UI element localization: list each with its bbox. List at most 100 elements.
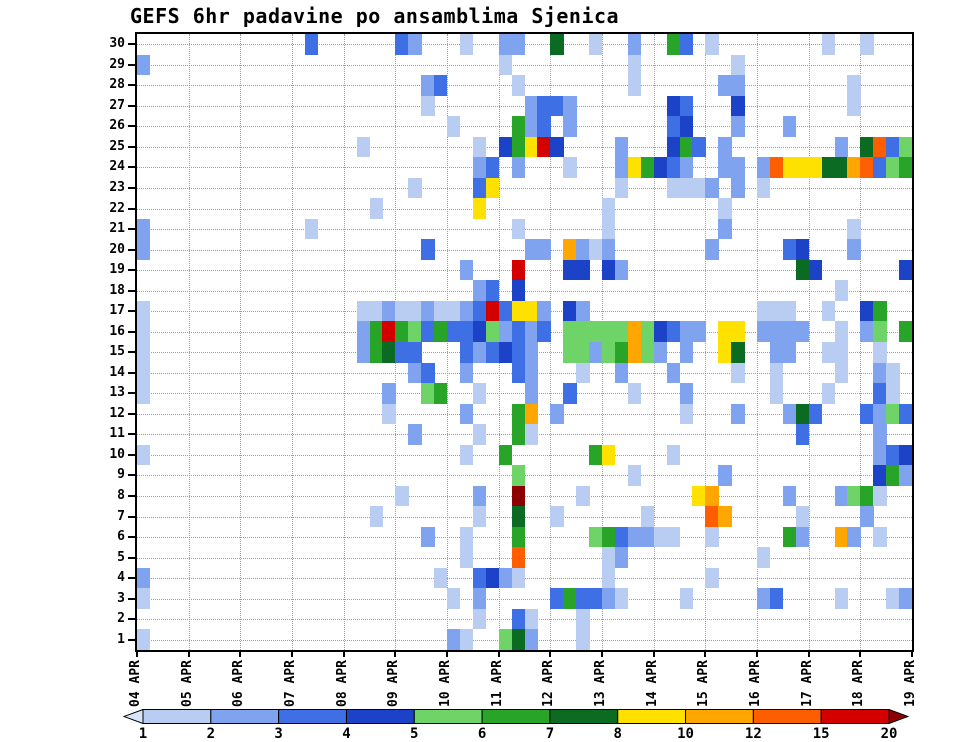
- heatmap-cell: [873, 485, 887, 507]
- heatmap-cell: [589, 588, 603, 609]
- x-tick-label: 14 APR: [644, 660, 660, 707]
- heatmap-cell: [563, 95, 577, 117]
- heatmap-cell: [576, 485, 590, 507]
- heatmap-cell: [524, 362, 538, 384]
- heatmap-cell: [421, 95, 435, 117]
- heatmap-cell: [718, 157, 732, 178]
- y-tick-label: 1: [117, 631, 125, 647]
- heatmap-cell: [679, 34, 693, 55]
- heatmap-cell: [821, 300, 835, 322]
- heatmap-cell: [899, 444, 913, 466]
- heatmap-cell: [447, 588, 461, 609]
- heatmap-cell: [137, 444, 151, 466]
- heatmap-cell: [524, 116, 538, 137]
- heatmap-cell: [860, 34, 874, 55]
- heatmap-cell: [511, 362, 525, 384]
- heatmap-cell: [834, 342, 848, 363]
- heatmap-cell: [808, 403, 823, 425]
- heatmap-cell: [705, 485, 719, 507]
- heatmap-cell: [537, 239, 551, 260]
- heatmap-cell: [524, 342, 538, 363]
- heatmap-cell: [511, 342, 525, 363]
- heatmap-cell: [627, 383, 642, 404]
- y-tick-label: 6: [117, 529, 125, 545]
- heatmap-cell: [873, 383, 887, 404]
- heatmap-cell: [472, 424, 487, 445]
- heatmap-cell: [356, 321, 370, 342]
- heatmap-cell: [137, 54, 151, 76]
- heatmap-cell: [369, 506, 383, 527]
- y-tick-label: 21: [109, 221, 125, 237]
- heatmap-cell: [679, 342, 693, 363]
- heatmap-cell: [666, 321, 680, 342]
- heatmap-cell: [485, 280, 500, 301]
- heatmap-cell: [459, 547, 474, 568]
- heatmap-cell: [860, 136, 874, 158]
- heatmap-cell: [576, 259, 590, 281]
- heatmap-cell: [782, 526, 797, 548]
- x-axis-tick: [394, 650, 397, 657]
- heatmap-cell: [731, 157, 745, 178]
- heatmap-cell: [511, 424, 525, 445]
- heatmap-cell: [369, 300, 383, 322]
- heatmap-cell: [873, 157, 887, 178]
- heatmap-cell: [782, 321, 797, 342]
- heatmap-cell: [614, 588, 629, 609]
- heatmap-cell: [821, 157, 835, 178]
- legend-tick-label: 20: [880, 726, 898, 742]
- heatmap-cell: [382, 403, 396, 425]
- x-axis-tick: [136, 650, 138, 657]
- heatmap-cell: [472, 342, 487, 363]
- y-axis-tick: [128, 289, 135, 292]
- heatmap-cell: [524, 424, 538, 445]
- heatmap-cell: [873, 300, 887, 322]
- gridline-vertical: [550, 34, 552, 650]
- heatmap-cell: [524, 608, 538, 630]
- y-tick-label: 27: [109, 97, 125, 113]
- heatmap-cell: [769, 321, 784, 342]
- heatmap-cell: [563, 588, 577, 609]
- heatmap-cell: [382, 342, 396, 363]
- heatmap-cell: [434, 300, 448, 322]
- heatmap-cell: [511, 526, 525, 548]
- y-tick-label: 11: [109, 426, 125, 442]
- heatmap-cell: [395, 342, 409, 363]
- heatmap-cell: [421, 239, 435, 260]
- heatmap-cell: [589, 34, 603, 55]
- heatmap-cell: [511, 300, 525, 322]
- heatmap-cell: [679, 116, 693, 137]
- y-tick-label: 4: [117, 570, 125, 586]
- heatmap-cell: [395, 321, 409, 342]
- heatmap-cell: [459, 342, 474, 363]
- heatmap-cell: [137, 218, 151, 240]
- heatmap-cell: [511, 75, 525, 96]
- heatmap-cell: [782, 403, 797, 425]
- y-axis-tick: [128, 495, 135, 497]
- heatmap-cell: [537, 95, 551, 117]
- heatmap-cell: [782, 300, 797, 322]
- heatmap-cell: [679, 95, 693, 117]
- heatmap-cell: [886, 465, 900, 486]
- y-axis-tick: [128, 351, 135, 354]
- x-axis-tick: [756, 650, 758, 657]
- heatmap-cell: [640, 321, 655, 342]
- y-axis-tick: [128, 43, 135, 46]
- heatmap-cell: [718, 321, 732, 342]
- gridline-vertical: [447, 34, 448, 650]
- heatmap-cell: [369, 342, 383, 363]
- legend-tick-label: 3: [274, 726, 283, 742]
- heatmap-cell: [847, 218, 861, 240]
- heatmap-cell: [511, 608, 525, 630]
- heatmap-cell: [860, 300, 874, 322]
- heatmap-cell: [459, 300, 474, 322]
- heatmap-cell: [537, 321, 551, 342]
- heatmap-cell: [692, 485, 706, 507]
- x-tick-label: 17 APR: [799, 660, 815, 707]
- y-tick-label: 18: [109, 282, 125, 298]
- heatmap-cell: [834, 485, 848, 507]
- heatmap-cell: [899, 321, 913, 342]
- heatmap-cell: [382, 300, 396, 322]
- heatmap-cell: [498, 300, 513, 322]
- y-axis-tick: [128, 84, 135, 87]
- heatmap-cell: [537, 116, 551, 137]
